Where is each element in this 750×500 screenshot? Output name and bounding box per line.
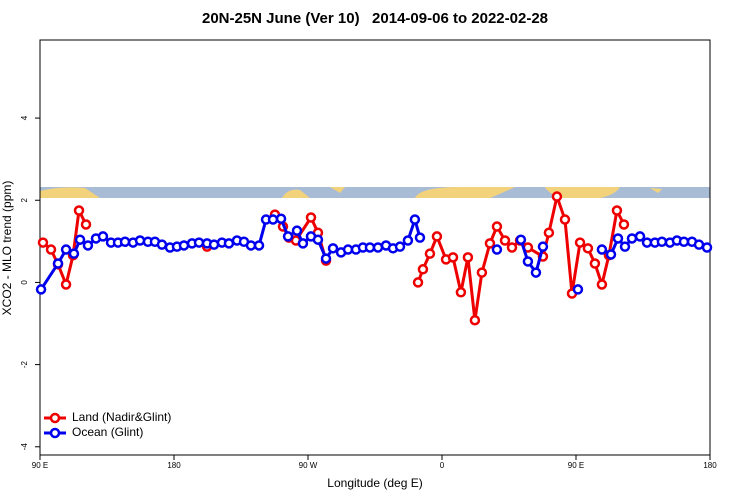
point: [522, 256, 534, 267]
point: [291, 225, 303, 236]
point: [491, 221, 503, 232]
point: [97, 231, 109, 242]
point: [611, 205, 623, 216]
point: [52, 258, 64, 269]
point: [193, 237, 205, 248]
point: [612, 233, 624, 244]
x-tick-label: 180: [167, 461, 181, 470]
point: [178, 240, 190, 251]
point: [626, 233, 638, 244]
y-tick-label: -2: [20, 361, 29, 369]
point: [596, 244, 608, 255]
point: [543, 227, 555, 238]
y-tick-label: 4: [20, 115, 29, 120]
point: [297, 238, 309, 249]
point: [537, 241, 549, 252]
point: [327, 243, 339, 254]
point: [424, 248, 436, 259]
y-tick-label: 0: [20, 280, 29, 285]
point: [455, 287, 467, 298]
point: [515, 234, 527, 245]
point: [305, 212, 317, 223]
x-tick-label: 90 W: [299, 461, 318, 470]
point: [476, 267, 488, 278]
point: [589, 258, 601, 269]
point: [82, 240, 94, 251]
point: [701, 242, 713, 253]
point: [68, 248, 80, 259]
point: [45, 244, 57, 255]
point: [506, 242, 518, 253]
chart-title: 20N-25N June (Ver 10) 2014-09-06 to 2022…: [202, 10, 548, 27]
point: [431, 231, 443, 242]
point: [559, 214, 571, 225]
y-tick-label: -4: [20, 443, 29, 451]
series-line: [41, 191, 626, 321]
point: [74, 234, 86, 245]
x-tick-label: 0: [440, 461, 445, 470]
point: [275, 213, 287, 224]
x-tick-label: 90 E: [32, 461, 48, 470]
point: [484, 238, 496, 249]
point: [499, 235, 511, 246]
legend-marker: [49, 427, 61, 439]
y-axis-label: XCO2 - MLO trend (ppm): [0, 181, 14, 316]
legend-label: Land (Nadir&Glint): [72, 410, 171, 424]
point: [491, 244, 503, 255]
point: [372, 242, 384, 253]
point: [119, 236, 131, 247]
point: [409, 214, 421, 225]
point: [267, 214, 279, 225]
point: [394, 241, 406, 252]
point: [551, 191, 563, 202]
point: [447, 252, 459, 263]
point: [530, 267, 542, 278]
point: [312, 234, 324, 245]
point: [605, 249, 617, 260]
point: [656, 236, 668, 247]
point: [572, 284, 584, 295]
point: [582, 243, 594, 254]
point: [619, 241, 631, 252]
point: [282, 231, 294, 242]
point: [412, 277, 424, 288]
legend-label: Ocean (Glint): [72, 425, 143, 439]
point: [60, 279, 72, 290]
point: [253, 240, 265, 251]
point: [634, 231, 646, 242]
point: [414, 232, 426, 243]
x-tick-label: 180: [703, 461, 717, 470]
point: [73, 205, 85, 216]
point: [618, 219, 630, 230]
y-tick-label: 2: [20, 197, 29, 202]
legend-marker: [49, 412, 61, 424]
point: [596, 279, 608, 290]
x-tick-label: 90 E: [568, 461, 584, 470]
point: [320, 253, 332, 264]
point: [60, 244, 72, 255]
point: [417, 264, 429, 275]
point: [402, 235, 414, 246]
point: [80, 219, 92, 230]
point: [574, 237, 586, 248]
point: [35, 284, 47, 295]
point: [469, 314, 481, 326]
point: [462, 252, 474, 263]
point: [37, 237, 49, 248]
map-strip: [40, 187, 710, 198]
x-axis-label: Longitude (deg E): [327, 476, 422, 490]
